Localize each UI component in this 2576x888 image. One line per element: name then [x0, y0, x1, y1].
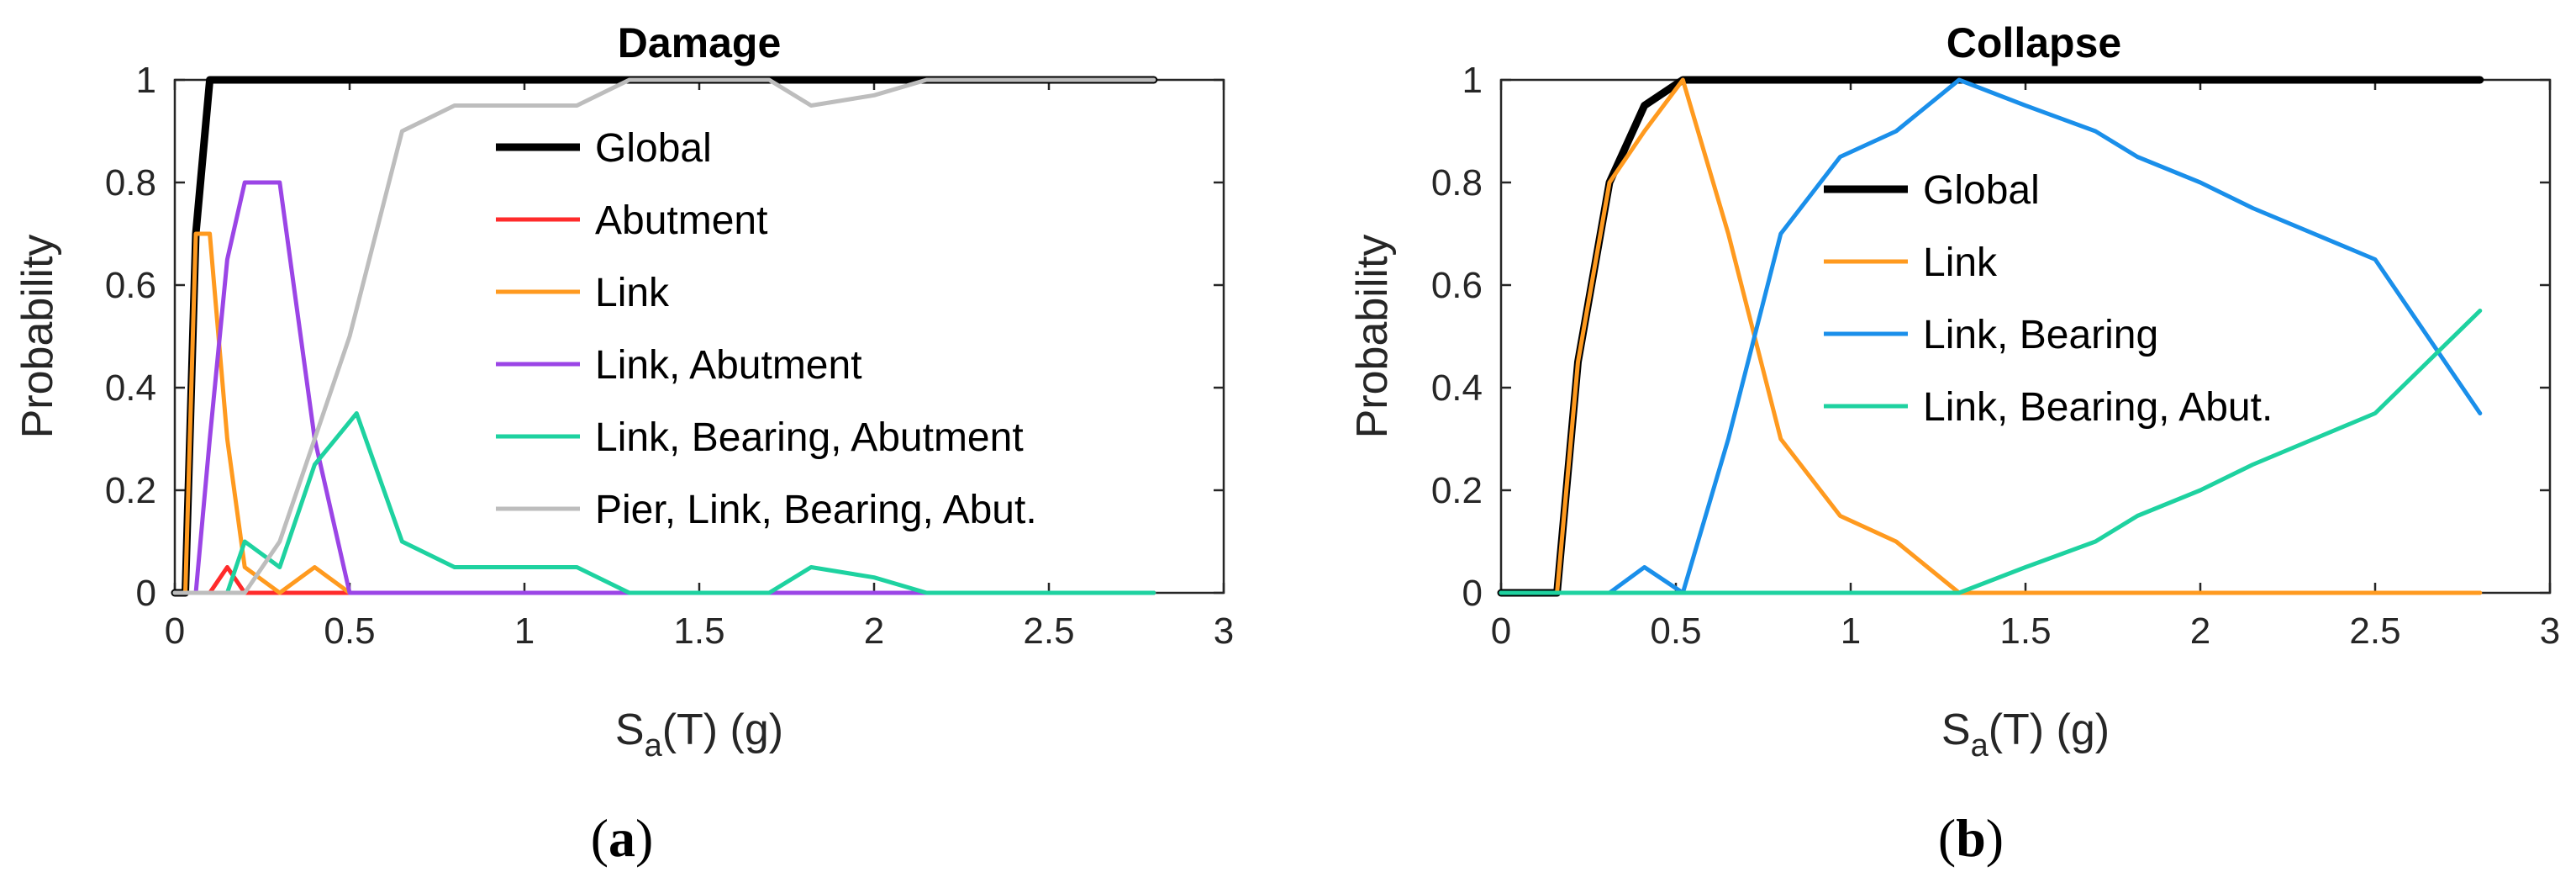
- x-tick-label: 2.5: [1023, 610, 1074, 652]
- x-tick-label: 0: [165, 610, 185, 652]
- x-tick-label: 1: [514, 610, 535, 652]
- x-tick-label: 0: [1491, 610, 1511, 652]
- x-axis-label-main: S: [615, 706, 645, 754]
- y-axis-label: Probability: [13, 235, 62, 439]
- series-line-pier-link-bearing-abut: [172, 77, 1156, 595]
- legend-entry-label: Pier, Link, Bearing, Abut.: [595, 488, 1037, 532]
- series-line-link-bearing: [1499, 77, 2483, 595]
- x-axis-label-rest: (T) (g): [662, 706, 783, 754]
- x-tick-label: 0.5: [324, 610, 375, 652]
- y-tick-label: 0.4: [105, 367, 156, 409]
- panel-collapse: Collapse 0 0.5 1 1.5 2 2.5 3 0 0.2 0.4 0.6 0.8 1 Pro…: [1348, 19, 2560, 868]
- y-tick-label: 0.4: [1431, 367, 1483, 409]
- x-axis-label-sub: a: [1971, 728, 1989, 764]
- y-tick-label: 0.8: [105, 162, 156, 204]
- series-line-link-abutment: [172, 180, 1156, 595]
- legend-entry-label: Link, Bearing, Abutment: [595, 415, 1024, 460]
- x-axis-label-main: S: [1941, 706, 1971, 754]
- x-tick-label: 2.5: [2349, 610, 2400, 652]
- series-line-link: [1499, 77, 2483, 595]
- legend-entry-label: Link: [595, 271, 670, 315]
- x-tick-label: 1: [1841, 610, 1861, 652]
- legend-entry-label: Global: [1923, 168, 2040, 213]
- x-tick-label: 1.5: [1999, 610, 2051, 652]
- y-tick-label: 0.2: [105, 470, 156, 511]
- x-tick-label: 2: [2190, 610, 2210, 652]
- x-axis-label-rest: (T) (g): [1989, 706, 2110, 754]
- panel-damage: Damage 0 0.5 1 1.5 2 2.5 3 0 0.2 0.4 0.6 0.8 1 Proba…: [13, 19, 1234, 868]
- panel-label-letter: a: [608, 808, 635, 868]
- series-line-link-bearing-abutment: [172, 411, 1156, 595]
- x-axis-label-sub: a: [645, 728, 663, 764]
- panel-label: (b): [1938, 808, 2004, 868]
- legend-entry-label: Abutment: [595, 198, 767, 243]
- panel-label: (a): [591, 808, 654, 868]
- x-tick-label: 3: [1214, 610, 1234, 652]
- x-tick-label: 2: [864, 610, 884, 652]
- y-tick-label: 1: [136, 60, 156, 101]
- x-tick-label: 1.5: [673, 610, 724, 652]
- y-tick-label: 0.6: [1431, 265, 1483, 306]
- chart-title-damage: Damage: [618, 19, 782, 66]
- y-tick-label: 0.2: [1431, 470, 1483, 511]
- x-tick-label: 3: [2540, 610, 2560, 652]
- y-tick-label: 0.8: [1431, 162, 1483, 204]
- x-tick-label: 0.5: [1650, 610, 1701, 652]
- panel-label-letter: b: [1956, 808, 1986, 868]
- y-axis-label: Probability: [1348, 235, 1397, 439]
- legend-entry-label: Global: [595, 126, 712, 171]
- chart-title-collapse: Collapse: [1946, 19, 2121, 66]
- series-line-link: [172, 231, 1156, 595]
- legend-entry-label: Link, Bearing, Abut.: [1923, 385, 2273, 430]
- x-axis-label: Sa(T) (g): [615, 706, 783, 764]
- y-tick-label: 0: [136, 573, 156, 614]
- legend-entry-label: Link, Abutment: [595, 343, 862, 388]
- y-tick-label: 0: [1462, 573, 1483, 614]
- x-axis-label: Sa(T) (g): [1941, 706, 2110, 764]
- y-tick-label: 0.6: [105, 265, 156, 306]
- legend-entry-label: Link: [1923, 240, 1998, 285]
- series-line-link-bearing-abut: [1499, 309, 2483, 595]
- legend-entry-label: Link, Bearing: [1923, 313, 2158, 357]
- y-tick-label: 1: [1462, 60, 1483, 101]
